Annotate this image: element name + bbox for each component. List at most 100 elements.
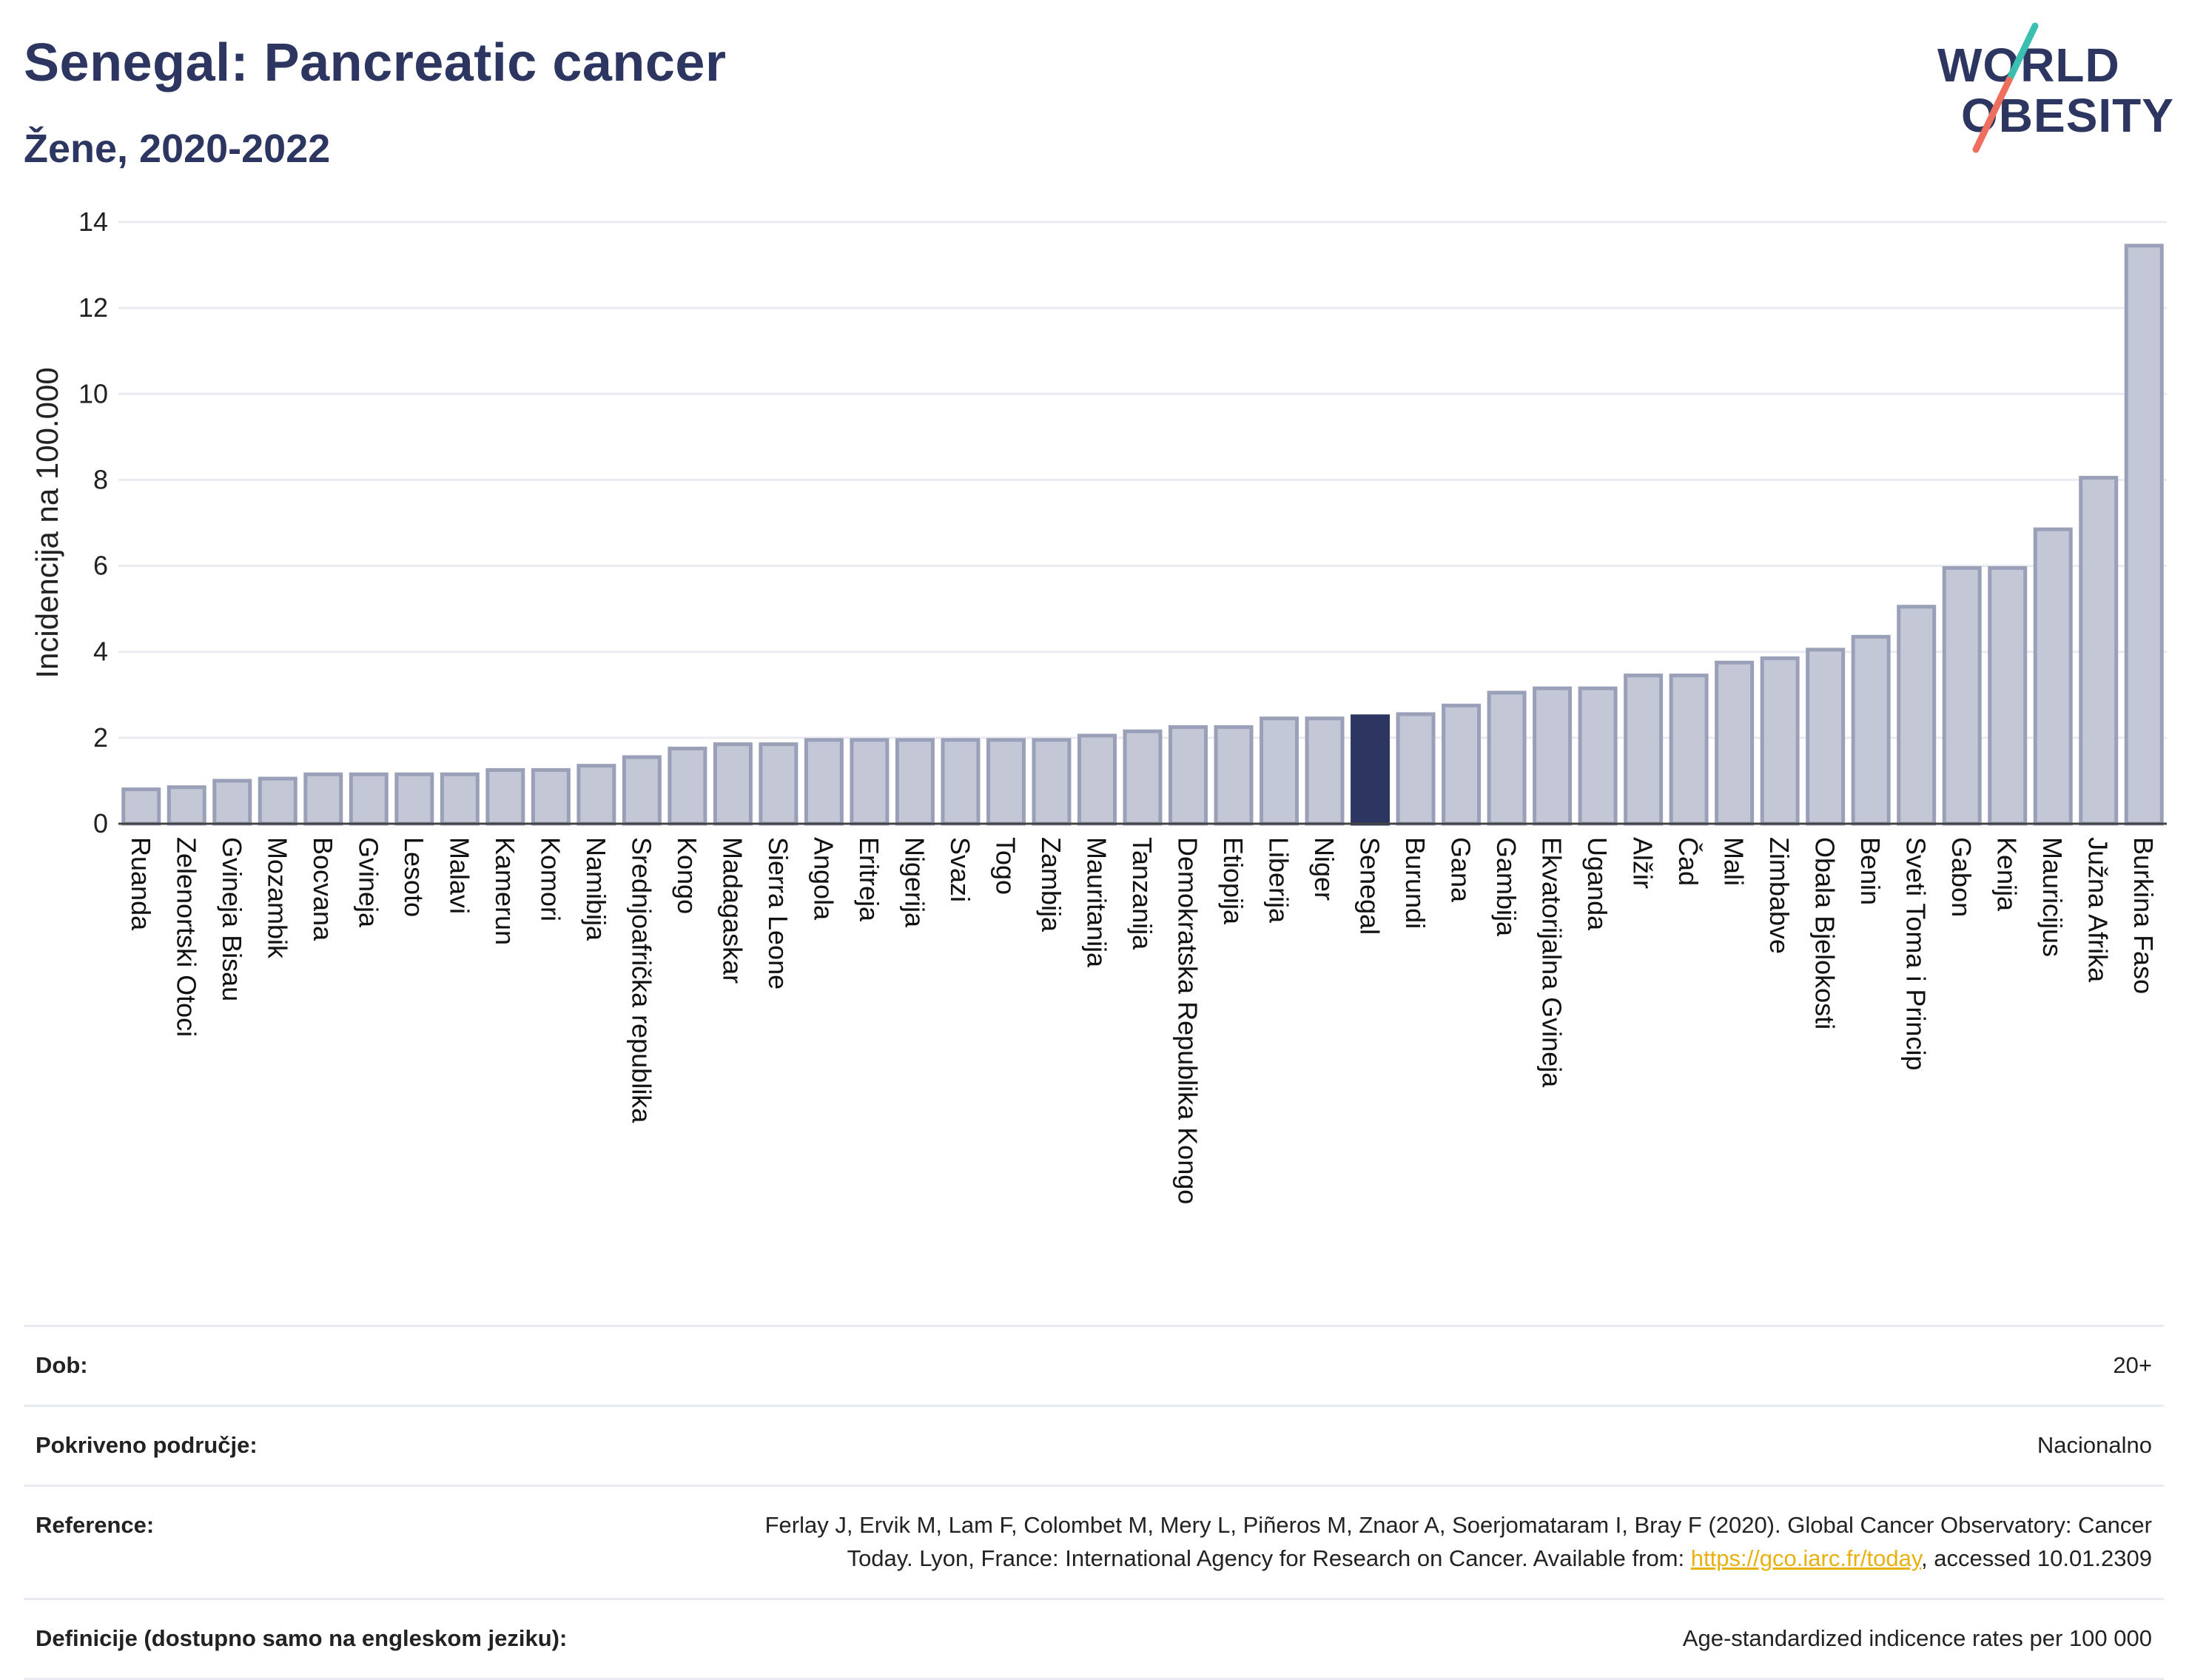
x-tick-label: Gabon <box>1946 837 1977 917</box>
bars <box>121 243 2164 826</box>
x-tick-label: Srednjoafrička republika <box>626 837 656 1123</box>
age-label: Dob: <box>36 1352 88 1378</box>
y-tick-label: 0 <box>93 808 108 839</box>
y-tick-label: 12 <box>78 292 108 323</box>
bar <box>1214 725 1254 826</box>
x-tick-label: Mauritanija <box>1081 837 1112 968</box>
bar <box>531 767 571 826</box>
x-tick-label: Mali <box>1719 837 1749 886</box>
reference-line-2-end: , accessed 10.01.2309 <box>1921 1545 2152 1571</box>
reference-label: Reference: <box>36 1511 155 1538</box>
x-tick-label: Lesoto <box>399 837 429 917</box>
x-tick-label: Nigerija <box>899 837 929 928</box>
bar <box>1624 673 1664 826</box>
y-axis-ticks: 0 2 4 6 8 10 12 14 <box>78 206 108 839</box>
logo-slash-icon <box>1972 22 2039 153</box>
bar <box>1487 691 1527 826</box>
x-tick-label: Komori <box>535 837 565 921</box>
x-tick-label: Ekvatorijalna Gvineja <box>1537 837 1567 1088</box>
x-tick-label: Uganda <box>1582 837 1613 931</box>
bar <box>1851 634 1891 826</box>
y-tick-label: 4 <box>93 636 108 667</box>
x-tick-label: Gvineja Bisau <box>217 837 247 1001</box>
bar <box>895 738 935 826</box>
info-table: Dob: 20+ Pokriveno područje: Nacionalno … <box>24 1325 2164 1680</box>
bar <box>1806 648 1846 826</box>
info-row-definitions: Definicije (dostupno samo na engleskom j… <box>24 1597 2164 1680</box>
bar <box>394 772 434 826</box>
x-tick-label: Benin <box>1855 837 1886 905</box>
reference-link[interactable]: https://gco.iarc.fr/today <box>1690 1545 1922 1571</box>
y-axis-label: Incidencija na 100.000 <box>30 367 64 678</box>
x-tick-label: Ruanda <box>126 837 156 931</box>
x-tick-label: Gvineja <box>353 837 383 928</box>
x-tick-label: Togo <box>990 837 1020 895</box>
y-tick-label: 8 <box>93 464 108 494</box>
bar <box>303 772 343 826</box>
x-tick-label: Mauricijus <box>2037 837 2068 957</box>
bar <box>1669 673 1709 826</box>
x-tick-label: Angola <box>808 837 838 921</box>
age-value: 20+ <box>2113 1352 2152 1378</box>
bar <box>576 764 616 826</box>
bar <box>1077 733 1117 826</box>
bar <box>1533 686 1573 826</box>
bar <box>1578 686 1618 826</box>
x-axis-labels: Ruanda Zelenortski Otoci Gvineja Bisau Moza… <box>126 837 2159 1204</box>
bar <box>1760 656 1800 826</box>
x-tick-label: Kongo <box>672 837 702 914</box>
grid-lines <box>118 221 2167 825</box>
x-tick-label: Senegal <box>1355 837 1385 935</box>
x-tick-label: Namibija <box>581 837 611 941</box>
bar <box>759 742 798 826</box>
bar <box>622 755 662 826</box>
bar <box>850 738 890 826</box>
x-tick-label: Obala Bjelokosti <box>1810 837 1840 1029</box>
bar <box>2079 476 2119 826</box>
bar <box>2033 527 2073 826</box>
x-tick-label: Niger <box>1309 837 1339 901</box>
x-tick-label: Kenija <box>1992 837 2022 912</box>
y-tick-label: 10 <box>78 378 108 409</box>
bar <box>121 787 161 826</box>
bar <box>1032 738 1072 826</box>
bar <box>212 779 252 826</box>
bar <box>941 738 981 826</box>
bar <box>349 772 389 826</box>
bar <box>1260 716 1299 826</box>
page-title: Senegal: Pancreatic cancer <box>24 33 727 93</box>
bar <box>1169 725 1208 826</box>
info-row-age: Dob: 20+ <box>24 1325 2164 1405</box>
x-tick-label: Burundi <box>1400 837 1430 929</box>
x-tick-label: Etiopija <box>1218 837 1248 925</box>
x-tick-label: Gambija <box>1491 837 1521 937</box>
x-tick-label: Tanzanija <box>1127 837 1157 950</box>
page-subtitle: Žene, 2020-2022 <box>24 127 331 171</box>
bar <box>804 738 844 826</box>
x-tick-label: Demokratska Republika Kongo <box>1173 837 1203 1204</box>
bar <box>1897 605 1937 826</box>
x-tick-label: Alžir <box>1628 837 1658 889</box>
x-tick-label: Gana <box>1446 837 1476 903</box>
coverage-value: Nacionalno <box>2037 1431 2152 1458</box>
x-tick-label: Burkina Faso <box>2128 837 2159 994</box>
x-tick-label: Madagaskar <box>717 837 747 984</box>
x-tick-label: Zambija <box>1036 837 1066 933</box>
bar <box>1942 565 1982 826</box>
bar <box>1715 660 1755 826</box>
logo-line-1: WORLD <box>1937 38 2120 92</box>
bar <box>1396 712 1436 826</box>
bar-highlighted <box>1351 714 1391 826</box>
x-tick-label: Čad <box>1673 837 1704 886</box>
reference-value: Ferlay J, Ervik M, Lam F, Colombet M, Me… <box>765 1509 2152 1576</box>
x-tick-label: Zimbabve <box>1764 837 1795 954</box>
bar <box>986 738 1026 826</box>
reference-line-2-start: Today. Lyon, France: International Agenc… <box>847 1545 1691 1571</box>
bar <box>2124 243 2164 826</box>
bar <box>167 785 206 826</box>
bar <box>440 772 480 826</box>
x-tick-label: Mozambik <box>262 837 292 959</box>
world-obesity-logo: WORLD OBESITY <box>1924 22 2176 163</box>
info-row-reference: Reference: Ferlay J, Ervik M, Lam F, Col… <box>24 1484 2164 1598</box>
x-tick-label: Zelenortski Otoci <box>171 837 201 1037</box>
